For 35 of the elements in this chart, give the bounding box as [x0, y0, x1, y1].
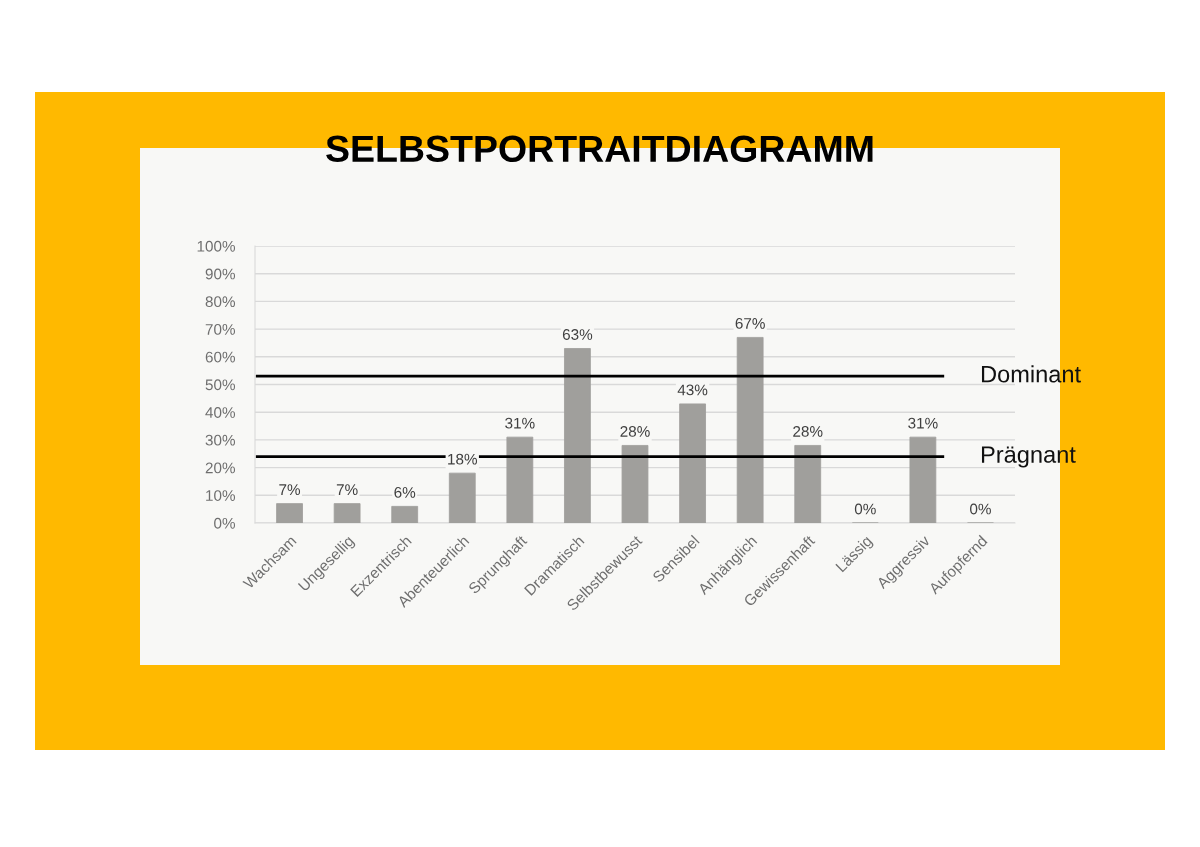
data-label: 7%: [336, 484, 358, 495]
bar: [391, 505, 419, 523]
y-tick-label: 80%: [205, 296, 236, 308]
bar: [621, 445, 649, 523]
data-label: 28%: [793, 426, 823, 437]
data-label: 31%: [505, 417, 535, 429]
data-label: 43%: [677, 384, 708, 396]
data-label: 0%: [854, 503, 876, 515]
bar: [333, 503, 361, 523]
data-label: 67%: [735, 318, 765, 329]
bar: [736, 336, 764, 523]
y-tick-label: 40%: [205, 407, 236, 418]
data-label: 7%: [279, 484, 301, 495]
data-label: 63%: [562, 329, 593, 340]
y-tick-label: 100%: [197, 240, 236, 252]
bar: [506, 436, 534, 523]
y-tick-label: 50%: [205, 379, 236, 391]
bar: [448, 472, 476, 523]
data-label: 18%: [448, 453, 478, 465]
y-tick-label: 30%: [205, 434, 236, 446]
y-tick-label: 90%: [205, 268, 236, 280]
bar: [564, 348, 591, 523]
y-tick-label: 20%: [205, 462, 236, 474]
y-tick-label: 70%: [205, 323, 236, 335]
bar: [794, 445, 822, 523]
data-label: 0%: [970, 503, 991, 515]
data-label: 31%: [908, 417, 938, 429]
y-tick-label: 10%: [206, 490, 236, 501]
bar: [276, 503, 303, 523]
data-label: 28%: [620, 426, 650, 437]
data-label: 6%: [394, 486, 416, 498]
y-tick-label: 60%: [205, 351, 236, 363]
bar: [679, 403, 706, 523]
bar: [909, 436, 937, 523]
y-tick-label: 0%: [214, 517, 236, 529]
